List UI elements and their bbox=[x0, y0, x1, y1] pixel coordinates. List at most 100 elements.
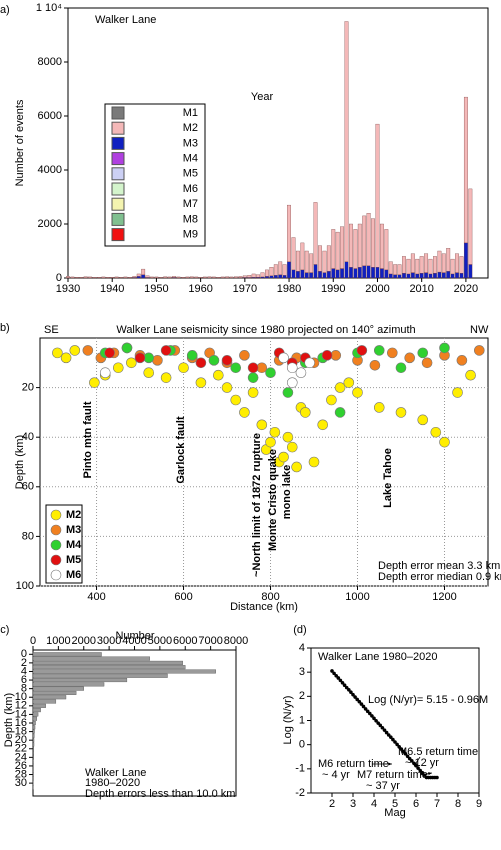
y-tick-label: 22 bbox=[15, 743, 27, 755]
bar-segment bbox=[287, 204, 291, 262]
quake-point bbox=[430, 426, 442, 438]
y-tick-label: 10 bbox=[15, 691, 27, 703]
rate-point bbox=[391, 737, 395, 742]
quake-point bbox=[417, 347, 429, 359]
rate-point bbox=[393, 740, 397, 744]
quake-point bbox=[356, 345, 368, 356]
bar-segment bbox=[136, 276, 141, 279]
bar bbox=[32, 682, 105, 687]
x-tick-label: 1980 bbox=[277, 283, 301, 295]
rate-point bbox=[330, 669, 334, 673]
bar-segment bbox=[459, 256, 464, 274]
x-tick-label: 3 bbox=[350, 798, 356, 810]
bar-segment bbox=[366, 213, 371, 266]
quake-point bbox=[186, 350, 198, 361]
bar-segment bbox=[406, 258, 411, 275]
bar bbox=[32, 703, 46, 708]
bar-segment bbox=[353, 268, 358, 279]
bar bbox=[32, 652, 102, 657]
x-tick-label: 2000 bbox=[72, 635, 96, 647]
bar-segment bbox=[136, 273, 141, 277]
x-axis-title: Year bbox=[251, 91, 274, 103]
annotation: M6.5 return time bbox=[398, 746, 478, 758]
quake-point bbox=[291, 461, 302, 473]
bar-segment bbox=[463, 96, 468, 244]
quake-point bbox=[456, 355, 468, 366]
bar-segment bbox=[269, 275, 274, 279]
bar-segment bbox=[340, 226, 345, 269]
rate-point bbox=[338, 678, 343, 683]
quake-point bbox=[300, 407, 311, 418]
y-tick-label: 12 bbox=[15, 700, 27, 712]
quake-point bbox=[387, 347, 398, 359]
bar-segment bbox=[110, 277, 115, 279]
quake-point bbox=[295, 367, 307, 379]
quake-point bbox=[282, 431, 294, 443]
bar-segment bbox=[278, 261, 283, 275]
rate-point bbox=[410, 759, 414, 763]
bar-segment bbox=[176, 276, 181, 278]
x-axis-title: Mag bbox=[384, 807, 405, 819]
rate-point bbox=[357, 699, 362, 704]
bar bbox=[32, 669, 216, 674]
bar-segment bbox=[313, 202, 318, 265]
bar bbox=[32, 746, 34, 751]
bar-segment bbox=[424, 272, 429, 279]
quake-point bbox=[321, 350, 333, 361]
y-tick-label: 4000 bbox=[38, 164, 62, 176]
legend-label: M1 bbox=[183, 107, 198, 119]
panel-label: (d) bbox=[293, 624, 306, 636]
rate-point bbox=[372, 716, 376, 721]
quake-point bbox=[221, 382, 233, 393]
legend-swatch bbox=[111, 152, 125, 166]
quake-point bbox=[278, 352, 289, 364]
annotation: ~ 37 yr bbox=[366, 780, 400, 792]
bar-segment bbox=[424, 253, 429, 273]
quake-point bbox=[278, 451, 289, 463]
quake-point bbox=[239, 350, 250, 361]
bar-segment bbox=[132, 276, 137, 278]
bar-segment bbox=[260, 272, 265, 278]
rate-point bbox=[401, 749, 406, 754]
bar bbox=[32, 678, 128, 683]
y-tick-label: 0 bbox=[21, 648, 27, 660]
quake-point bbox=[417, 414, 429, 426]
bar-segment bbox=[384, 269, 389, 279]
bar-segment bbox=[415, 273, 420, 279]
bar-segment bbox=[114, 276, 119, 278]
legend-label: M5 bbox=[66, 554, 81, 566]
quake-point bbox=[247, 387, 259, 398]
rate-point bbox=[416, 766, 420, 770]
rate-point bbox=[336, 676, 341, 680]
bar-segment bbox=[234, 276, 238, 278]
bar-segment bbox=[375, 267, 380, 279]
quake-point bbox=[69, 345, 81, 356]
bar-segment bbox=[291, 237, 296, 271]
rate-point bbox=[361, 704, 366, 709]
legend-swatch bbox=[111, 197, 125, 211]
annotation: Walker Lane bbox=[85, 767, 146, 779]
x-tick-label: 0 bbox=[30, 635, 36, 647]
bar-segment bbox=[295, 250, 300, 272]
bar-segment bbox=[406, 273, 411, 279]
bar-segment bbox=[388, 273, 393, 279]
bar-segment bbox=[256, 274, 261, 278]
plot-frame bbox=[67, 7, 489, 279]
bar-segment bbox=[150, 276, 154, 278]
bar-segment bbox=[419, 256, 424, 274]
quake-point bbox=[121, 342, 133, 354]
quake-point bbox=[326, 394, 337, 406]
bar-segment bbox=[141, 274, 146, 279]
quake-point bbox=[112, 362, 124, 374]
annotation: Walker Lane bbox=[95, 14, 156, 26]
panel-label: (b) bbox=[0, 322, 10, 334]
bar-segment bbox=[344, 261, 349, 279]
x-tick-label: 5000 bbox=[148, 635, 172, 647]
quake-point bbox=[213, 369, 224, 381]
quake-point bbox=[334, 382, 346, 393]
rate-point bbox=[351, 692, 355, 697]
annotation: Depth error median 0.9 km bbox=[378, 571, 501, 583]
bar-segment bbox=[379, 223, 384, 269]
y-tick-label: 8 bbox=[21, 683, 27, 695]
bar-segment bbox=[437, 250, 442, 273]
